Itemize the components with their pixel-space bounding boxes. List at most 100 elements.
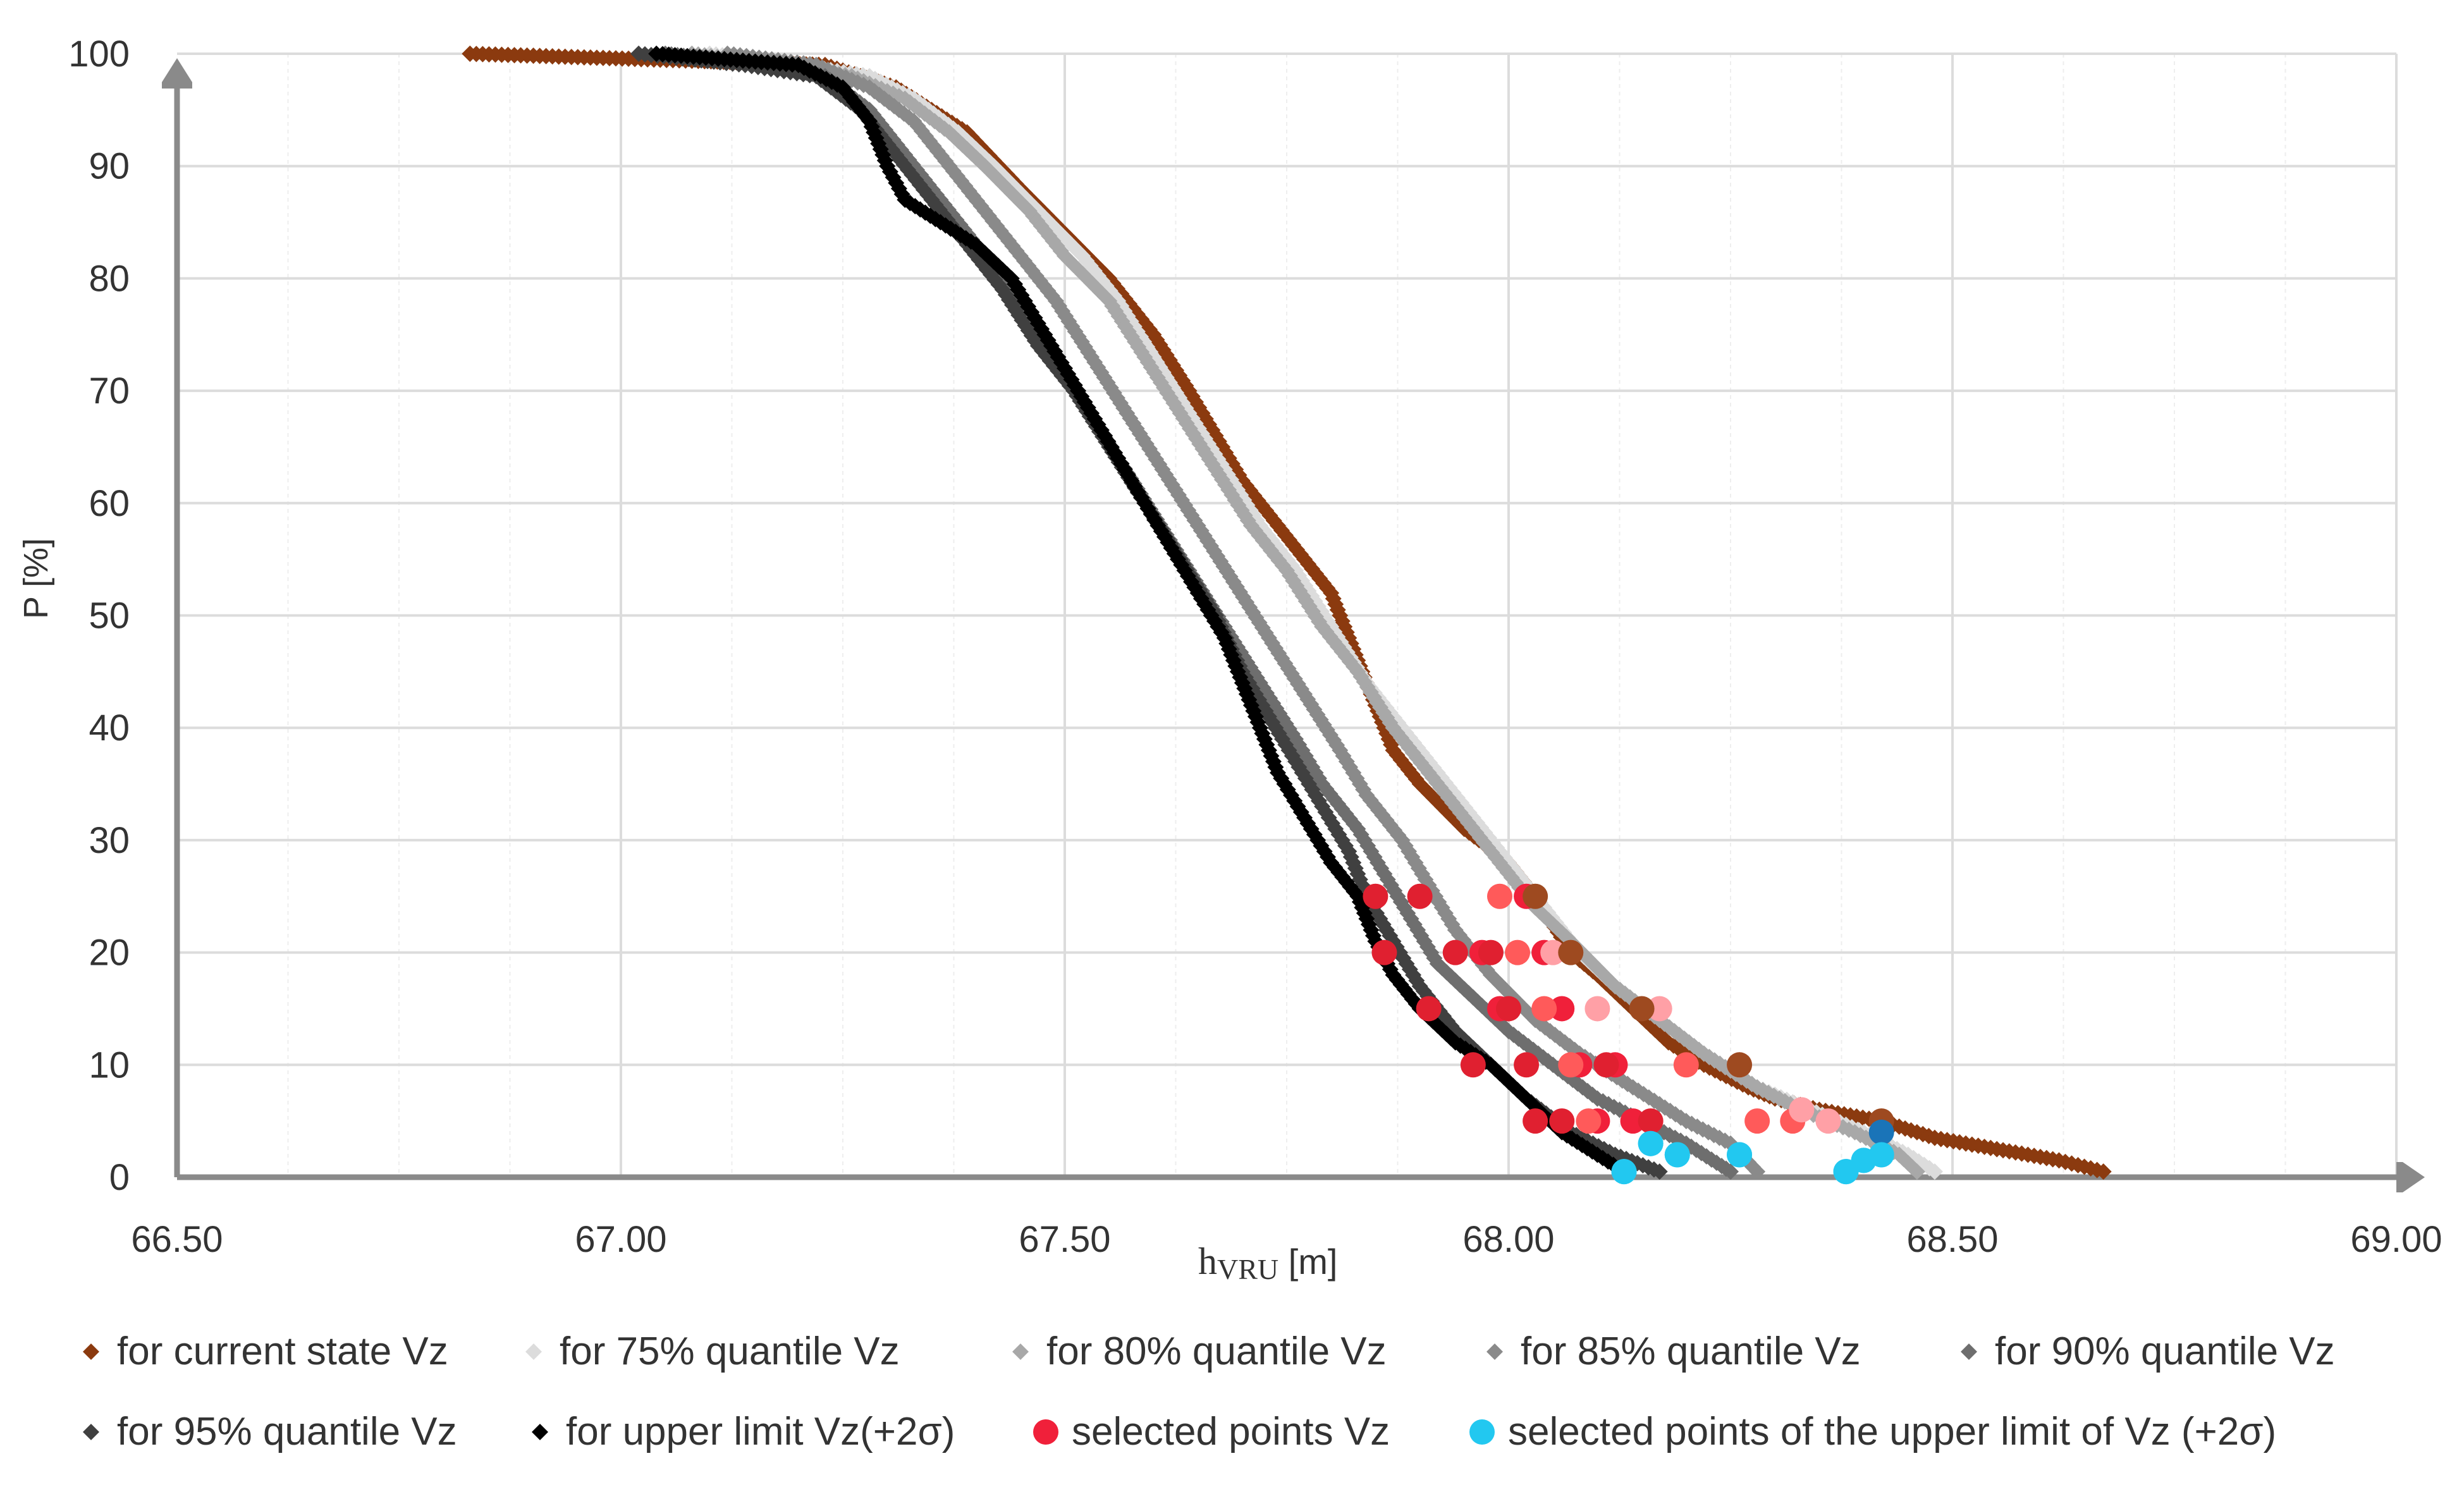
series-for-75-quantile-vz <box>701 46 1943 1180</box>
highlight-point <box>1505 939 1531 965</box>
y-tick-labels: 0 10 20 30 40 50 60 70 80 90 100 <box>68 34 130 1198</box>
legend-label: for upper limit Vz(+2σ) <box>566 1410 955 1453</box>
y-tick-label: 30 <box>89 820 130 861</box>
data-point <box>1549 996 1575 1022</box>
highlight-layer <box>1363 883 1894 1185</box>
legend-item: for current state Vz <box>83 1330 448 1373</box>
data-point <box>1722 1163 1739 1180</box>
highlight-point <box>1416 996 1442 1022</box>
x-tick-label: 68.00 <box>1462 1219 1554 1260</box>
highlight-point <box>1486 883 1512 909</box>
data-point <box>1620 1108 1646 1134</box>
highlight-point <box>1638 1108 1664 1134</box>
legend-item: for 90% quantile Vz <box>1961 1330 2335 1373</box>
highlight-point <box>1558 939 1584 965</box>
highlight-point <box>1442 939 1468 965</box>
series-for-90-quantile-vz <box>657 46 1739 1180</box>
highlight-point <box>1363 883 1388 909</box>
legend-marker <box>83 1424 99 1440</box>
y-tick-label: 90 <box>89 146 130 187</box>
highlight-point <box>1646 996 1672 1022</box>
y-tick-label: 20 <box>89 933 130 974</box>
x-tick-label: 67.00 <box>575 1219 666 1260</box>
highlight-point <box>1868 1119 1894 1145</box>
y-tick-label: 80 <box>89 258 130 299</box>
legend-item: selected points Vz <box>1033 1410 1390 1453</box>
series-for-85-quantile-vz <box>719 46 1766 1180</box>
legend-marker <box>83 1343 99 1360</box>
highlight-point <box>1549 1108 1575 1134</box>
legend-label: for 90% quantile Vz <box>1995 1330 2335 1373</box>
highlight-point <box>1611 1159 1637 1185</box>
highlight-point <box>1744 1108 1770 1134</box>
legend-marker <box>1486 1343 1503 1360</box>
y-tick-label: 10 <box>89 1044 130 1086</box>
x-tick-label: 67.50 <box>1019 1219 1110 1260</box>
legend-item: for 80% quantile Vz <box>1012 1330 1387 1373</box>
legend-label: for 85% quantile Vz <box>1521 1330 1861 1373</box>
data-point <box>892 151 909 168</box>
data-point <box>2095 1163 2112 1180</box>
y-axis-arrow <box>162 58 192 89</box>
legend-label: selected points of the upper limit of Vz… <box>1508 1410 2276 1453</box>
data-point <box>1749 1163 1766 1180</box>
grid <box>177 52 2398 1177</box>
legend-marker <box>525 1343 542 1360</box>
y-tick-label: 40 <box>89 707 130 749</box>
legend-item: for 85% quantile Vz <box>1486 1330 1861 1373</box>
highlight-point <box>1576 1108 1602 1134</box>
y-tick-label: 0 <box>109 1157 130 1198</box>
legend-label: for current state Vz <box>117 1330 448 1373</box>
data-point <box>1926 1163 1943 1180</box>
legend-label: for 80% quantile Vz <box>1046 1330 1387 1373</box>
y-tick-label: 50 <box>89 596 130 637</box>
legend-item: for upper limit Vz(+2σ) <box>532 1410 955 1453</box>
highlight-point <box>1540 939 1566 965</box>
highlight-point <box>1638 1130 1664 1156</box>
highlight-point <box>1727 1052 1753 1078</box>
highlight-point <box>1531 996 1557 1022</box>
series-for-80-quantile-vz <box>683 46 1925 1180</box>
series-layer <box>462 46 2112 1185</box>
highlight-point <box>1868 1142 1894 1168</box>
highlight-point <box>1523 1108 1548 1134</box>
x-axis-arrow <box>2396 1162 2425 1192</box>
legend: for current state Vz for 75% quantile Vz f… <box>83 1330 2335 1453</box>
highlight-point <box>1407 883 1433 909</box>
y-tick-label: 100 <box>68 34 130 75</box>
y-tick-label: 60 <box>89 483 130 524</box>
highlight-point <box>1371 939 1397 965</box>
data-point <box>900 151 917 168</box>
data-point <box>1908 1163 1925 1180</box>
legend-marker <box>1469 1419 1495 1445</box>
legend-marker <box>1961 1343 1977 1360</box>
x-tick-labels: 66.50 67.00 67.50 68.00 68.50 69.00 <box>131 1219 2442 1260</box>
highlight-point <box>1558 1052 1584 1078</box>
highlight-point <box>1664 1142 1690 1168</box>
data-point <box>1264 635 1281 652</box>
legend-label: selected points Vz <box>1072 1410 1390 1453</box>
legend-marker <box>1033 1419 1058 1445</box>
highlight-point <box>1514 1052 1540 1078</box>
legend-marker <box>532 1424 548 1440</box>
legend-marker <box>1012 1343 1029 1360</box>
x-axis-label: hVRU [m] <box>1198 1240 1337 1285</box>
highlight-point <box>1815 1108 1841 1134</box>
axes <box>162 58 2425 1192</box>
data-point <box>1325 633 1342 650</box>
highlight-point <box>1727 1142 1753 1168</box>
highlight-point <box>1593 1052 1619 1078</box>
legend-item: for 75% quantile Vz <box>525 1330 900 1373</box>
highlight-point <box>1629 996 1655 1022</box>
legend-label: for 95% quantile Vz <box>117 1410 457 1453</box>
highlight-point <box>1673 1052 1699 1078</box>
series-for-upper-limit-vz-2- <box>648 46 1633 1180</box>
data-point <box>1651 1163 1668 1180</box>
x-tick-label: 66.50 <box>131 1219 223 1260</box>
y-tick-label: 70 <box>89 370 130 412</box>
highlight-point <box>1584 996 1610 1022</box>
x-tick-label: 68.50 <box>1906 1219 1998 1260</box>
highlight-point <box>1496 996 1521 1022</box>
x-tick-label: 69.00 <box>2350 1219 2442 1260</box>
